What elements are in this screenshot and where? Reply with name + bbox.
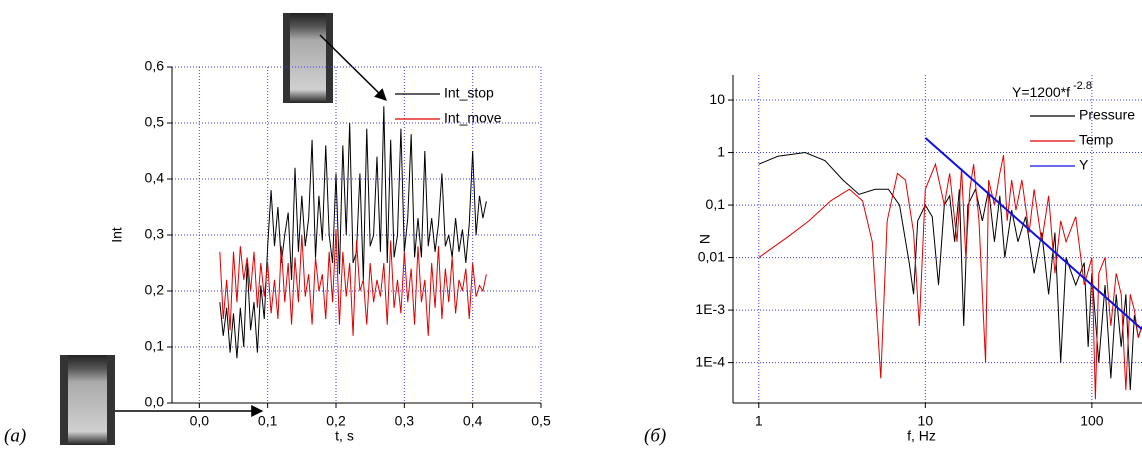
annotation-text: Y=1200*f <box>1012 84 1070 100</box>
data-line <box>219 229 487 336</box>
y-tick-label: 0,4 <box>145 170 165 186</box>
panel-label: (a) <box>4 425 26 446</box>
legend-label: Temp <box>1079 132 1113 148</box>
legend-label: Int_stop <box>444 85 494 101</box>
data-line <box>758 154 1142 400</box>
x-axis-label: f, Hz <box>907 428 936 444</box>
y-tick-label: 0,3 <box>145 226 165 242</box>
y-tick-label: 1E-4 <box>695 353 725 369</box>
y-tick-label: 0,2 <box>145 282 165 298</box>
y-tick-label: 1E-3 <box>695 301 725 317</box>
legend-label: Int_move <box>444 110 502 126</box>
photo-bottom <box>60 355 115 445</box>
x-tick-label: 1 <box>755 413 763 429</box>
x-tick-label: 100 <box>1080 413 1104 429</box>
y-axis-label: Int <box>109 227 125 243</box>
x-tick-label: 0,3 <box>395 413 415 429</box>
y-tick-label: 0,0 <box>145 394 165 410</box>
legend-label: Y <box>1079 157 1089 173</box>
data-line <box>924 137 1142 331</box>
panel-label: (б) <box>644 425 666 446</box>
x-tick-label: 0,1 <box>258 413 278 429</box>
annotation: Y=1200*f -2.8 <box>1012 80 1092 100</box>
legend-label: Pressure <box>1079 107 1135 123</box>
y-tick-label: 0,1 <box>706 196 726 212</box>
x-tick-label: 0,2 <box>326 413 346 429</box>
data-line <box>758 152 1142 391</box>
y-tick-label: 10 <box>709 91 725 107</box>
x-tick-label: 0,4 <box>463 413 483 429</box>
annotation-superscript: -2.8 <box>1073 80 1092 92</box>
y-tick-label: 0,01 <box>698 248 725 264</box>
x-axis-label: t, s <box>335 428 354 444</box>
y-tick-label: 0,6 <box>145 58 165 74</box>
y-tick-label: 1 <box>717 143 725 159</box>
photo-top <box>283 13 333 103</box>
x-tick-label: 0,5 <box>531 413 551 429</box>
y-tick-label: 0,5 <box>145 114 165 130</box>
y-axis-label: N <box>697 234 713 244</box>
y-tick-label: 0,1 <box>145 338 165 354</box>
x-tick-label: 0,0 <box>190 413 210 429</box>
x-tick-label: 10 <box>918 413 934 429</box>
data-line <box>219 106 487 359</box>
